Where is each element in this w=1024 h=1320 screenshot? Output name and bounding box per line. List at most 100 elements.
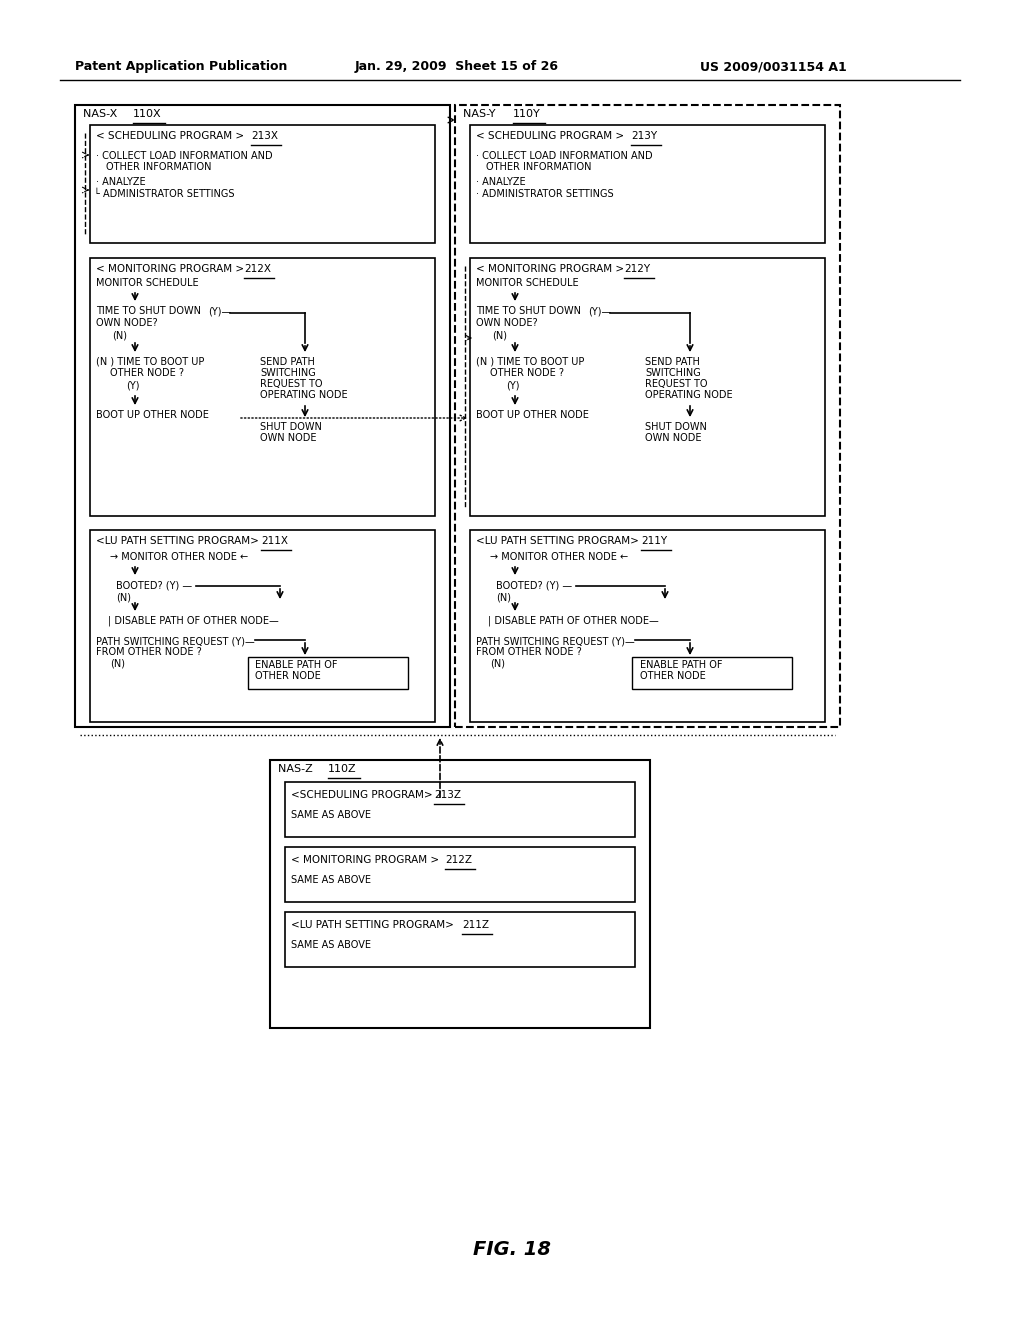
Text: (Y): (Y): [126, 380, 139, 389]
Text: OTHER INFORMATION: OTHER INFORMATION: [106, 162, 212, 172]
Text: FROM OTHER NODE ?: FROM OTHER NODE ?: [96, 647, 202, 657]
Bar: [285, 781, 635, 837]
Text: OWN NODE?: OWN NODE?: [96, 318, 158, 327]
Text: 213Z: 213Z: [434, 789, 461, 800]
Text: 213Y: 213Y: [631, 131, 657, 141]
Text: OPERATING NODE: OPERATING NODE: [260, 389, 347, 400]
Text: SWITCHING: SWITCHING: [260, 368, 315, 378]
Text: MONITOR SCHEDULE: MONITOR SCHEDULE: [96, 279, 199, 288]
Text: 212Z: 212Z: [445, 855, 472, 865]
Text: <LU PATH SETTING PROGRAM>: <LU PATH SETTING PROGRAM>: [476, 536, 645, 546]
Text: REQUEST TO: REQUEST TO: [260, 379, 323, 389]
Bar: [75, 106, 450, 727]
Text: (N): (N): [116, 591, 131, 602]
Text: (N): (N): [496, 591, 511, 602]
Text: 211Z: 211Z: [462, 920, 489, 931]
Bar: [270, 760, 650, 1028]
Text: 110Z: 110Z: [328, 764, 356, 774]
Text: NAS-Z: NAS-Z: [278, 764, 319, 774]
Text: (N): (N): [490, 659, 505, 669]
Bar: [632, 657, 792, 689]
Text: 110X: 110X: [133, 110, 162, 119]
Text: NAS-X: NAS-X: [83, 110, 124, 119]
Text: OWN NODE: OWN NODE: [645, 433, 701, 444]
Bar: [90, 125, 435, 243]
Text: <LU PATH SETTING PROGRAM>: <LU PATH SETTING PROGRAM>: [96, 536, 265, 546]
Text: SAME AS ABOVE: SAME AS ABOVE: [291, 810, 371, 820]
Text: → MONITOR OTHER NODE ←: → MONITOR OTHER NODE ←: [110, 552, 248, 562]
Text: BOOTED? (Y) —: BOOTED? (Y) —: [496, 579, 572, 590]
Text: · ANALYZE: · ANALYZE: [96, 177, 145, 187]
Text: (Y)—: (Y)—: [588, 306, 611, 315]
Text: OPERATING NODE: OPERATING NODE: [645, 389, 732, 400]
Text: Patent Application Publication: Patent Application Publication: [75, 59, 288, 73]
Text: MONITOR SCHEDULE: MONITOR SCHEDULE: [476, 279, 579, 288]
Text: 213X: 213X: [251, 131, 278, 141]
Text: SHUT DOWN: SHUT DOWN: [645, 422, 707, 432]
Text: OWN NODE?: OWN NODE?: [476, 318, 538, 327]
Bar: [90, 257, 435, 516]
Text: BOOT UP OTHER NODE: BOOT UP OTHER NODE: [476, 411, 589, 420]
Text: SEND PATH: SEND PATH: [645, 356, 699, 367]
Text: < MONITORING PROGRAM >: < MONITORING PROGRAM >: [476, 264, 631, 275]
Text: · ANALYZE: · ANALYZE: [476, 177, 525, 187]
Text: PATH SWITCHING REQUEST (Y)—: PATH SWITCHING REQUEST (Y)—: [96, 636, 255, 645]
Text: FIG. 18: FIG. 18: [473, 1239, 551, 1259]
Text: 212Y: 212Y: [624, 264, 650, 275]
Text: OTHER NODE ?: OTHER NODE ?: [490, 368, 564, 378]
Text: └ ADMINISTRATOR SETTINGS: └ ADMINISTRATOR SETTINGS: [94, 189, 234, 199]
Text: | DISABLE PATH OF OTHER NODE—: | DISABLE PATH OF OTHER NODE—: [488, 616, 658, 627]
Text: ENABLE PATH OF: ENABLE PATH OF: [640, 660, 723, 671]
Text: PATH SWITCHING REQUEST (Y)—: PATH SWITCHING REQUEST (Y)—: [476, 636, 635, 645]
Text: 212X: 212X: [244, 264, 271, 275]
Text: US 2009/0031154 A1: US 2009/0031154 A1: [700, 59, 847, 73]
Text: SWITCHING: SWITCHING: [645, 368, 700, 378]
Text: Jan. 29, 2009  Sheet 15 of 26: Jan. 29, 2009 Sheet 15 of 26: [355, 59, 559, 73]
Bar: [470, 531, 825, 722]
Text: REQUEST TO: REQUEST TO: [645, 379, 708, 389]
Text: OTHER NODE: OTHER NODE: [255, 671, 321, 681]
Text: < SCHEDULING PROGRAM >: < SCHEDULING PROGRAM >: [476, 131, 631, 141]
Text: BOOTED? (Y) —: BOOTED? (Y) —: [116, 579, 193, 590]
Text: SHUT DOWN: SHUT DOWN: [260, 422, 322, 432]
Text: · COLLECT LOAD INFORMATION AND: · COLLECT LOAD INFORMATION AND: [476, 150, 652, 161]
Bar: [248, 657, 408, 689]
Text: (N ) TIME TO BOOT UP: (N ) TIME TO BOOT UP: [96, 356, 205, 367]
Text: OTHER INFORMATION: OTHER INFORMATION: [486, 162, 592, 172]
Text: BOOT UP OTHER NODE: BOOT UP OTHER NODE: [96, 411, 209, 420]
Text: TIME TO SHUT DOWN: TIME TO SHUT DOWN: [476, 306, 581, 315]
Bar: [470, 257, 825, 516]
Text: SAME AS ABOVE: SAME AS ABOVE: [291, 875, 371, 884]
Text: 110Y: 110Y: [513, 110, 541, 119]
Text: SAME AS ABOVE: SAME AS ABOVE: [291, 940, 371, 950]
Text: < MONITORING PROGRAM >: < MONITORING PROGRAM >: [291, 855, 445, 865]
Text: < MONITORING PROGRAM >: < MONITORING PROGRAM >: [96, 264, 251, 275]
Text: (N): (N): [492, 330, 507, 341]
Text: OTHER NODE: OTHER NODE: [640, 671, 706, 681]
Text: <SCHEDULING PROGRAM>: <SCHEDULING PROGRAM>: [291, 789, 439, 800]
Text: < SCHEDULING PROGRAM >: < SCHEDULING PROGRAM >: [96, 131, 251, 141]
Text: | DISABLE PATH OF OTHER NODE—: | DISABLE PATH OF OTHER NODE—: [108, 616, 279, 627]
Bar: [90, 531, 435, 722]
Text: OTHER NODE ?: OTHER NODE ?: [110, 368, 184, 378]
Text: (N): (N): [110, 659, 125, 669]
Bar: [285, 847, 635, 902]
Text: (Y): (Y): [506, 380, 519, 389]
Text: TIME TO SHUT DOWN: TIME TO SHUT DOWN: [96, 306, 201, 315]
Text: 211Y: 211Y: [641, 536, 667, 546]
Text: <LU PATH SETTING PROGRAM>: <LU PATH SETTING PROGRAM>: [291, 920, 461, 931]
Text: NAS-Y: NAS-Y: [463, 110, 503, 119]
Text: 211X: 211X: [261, 536, 288, 546]
Bar: [455, 106, 840, 727]
Bar: [470, 125, 825, 243]
Text: OWN NODE: OWN NODE: [260, 433, 316, 444]
Text: · ADMINISTRATOR SETTINGS: · ADMINISTRATOR SETTINGS: [476, 189, 613, 199]
Bar: [285, 912, 635, 968]
Text: → MONITOR OTHER NODE ←: → MONITOR OTHER NODE ←: [490, 552, 628, 562]
Text: FROM OTHER NODE ?: FROM OTHER NODE ?: [476, 647, 582, 657]
Text: SEND PATH: SEND PATH: [260, 356, 314, 367]
Text: ENABLE PATH OF: ENABLE PATH OF: [255, 660, 338, 671]
Text: · COLLECT LOAD INFORMATION AND: · COLLECT LOAD INFORMATION AND: [96, 150, 272, 161]
Text: (N ) TIME TO BOOT UP: (N ) TIME TO BOOT UP: [476, 356, 585, 367]
Text: (N): (N): [112, 330, 127, 341]
